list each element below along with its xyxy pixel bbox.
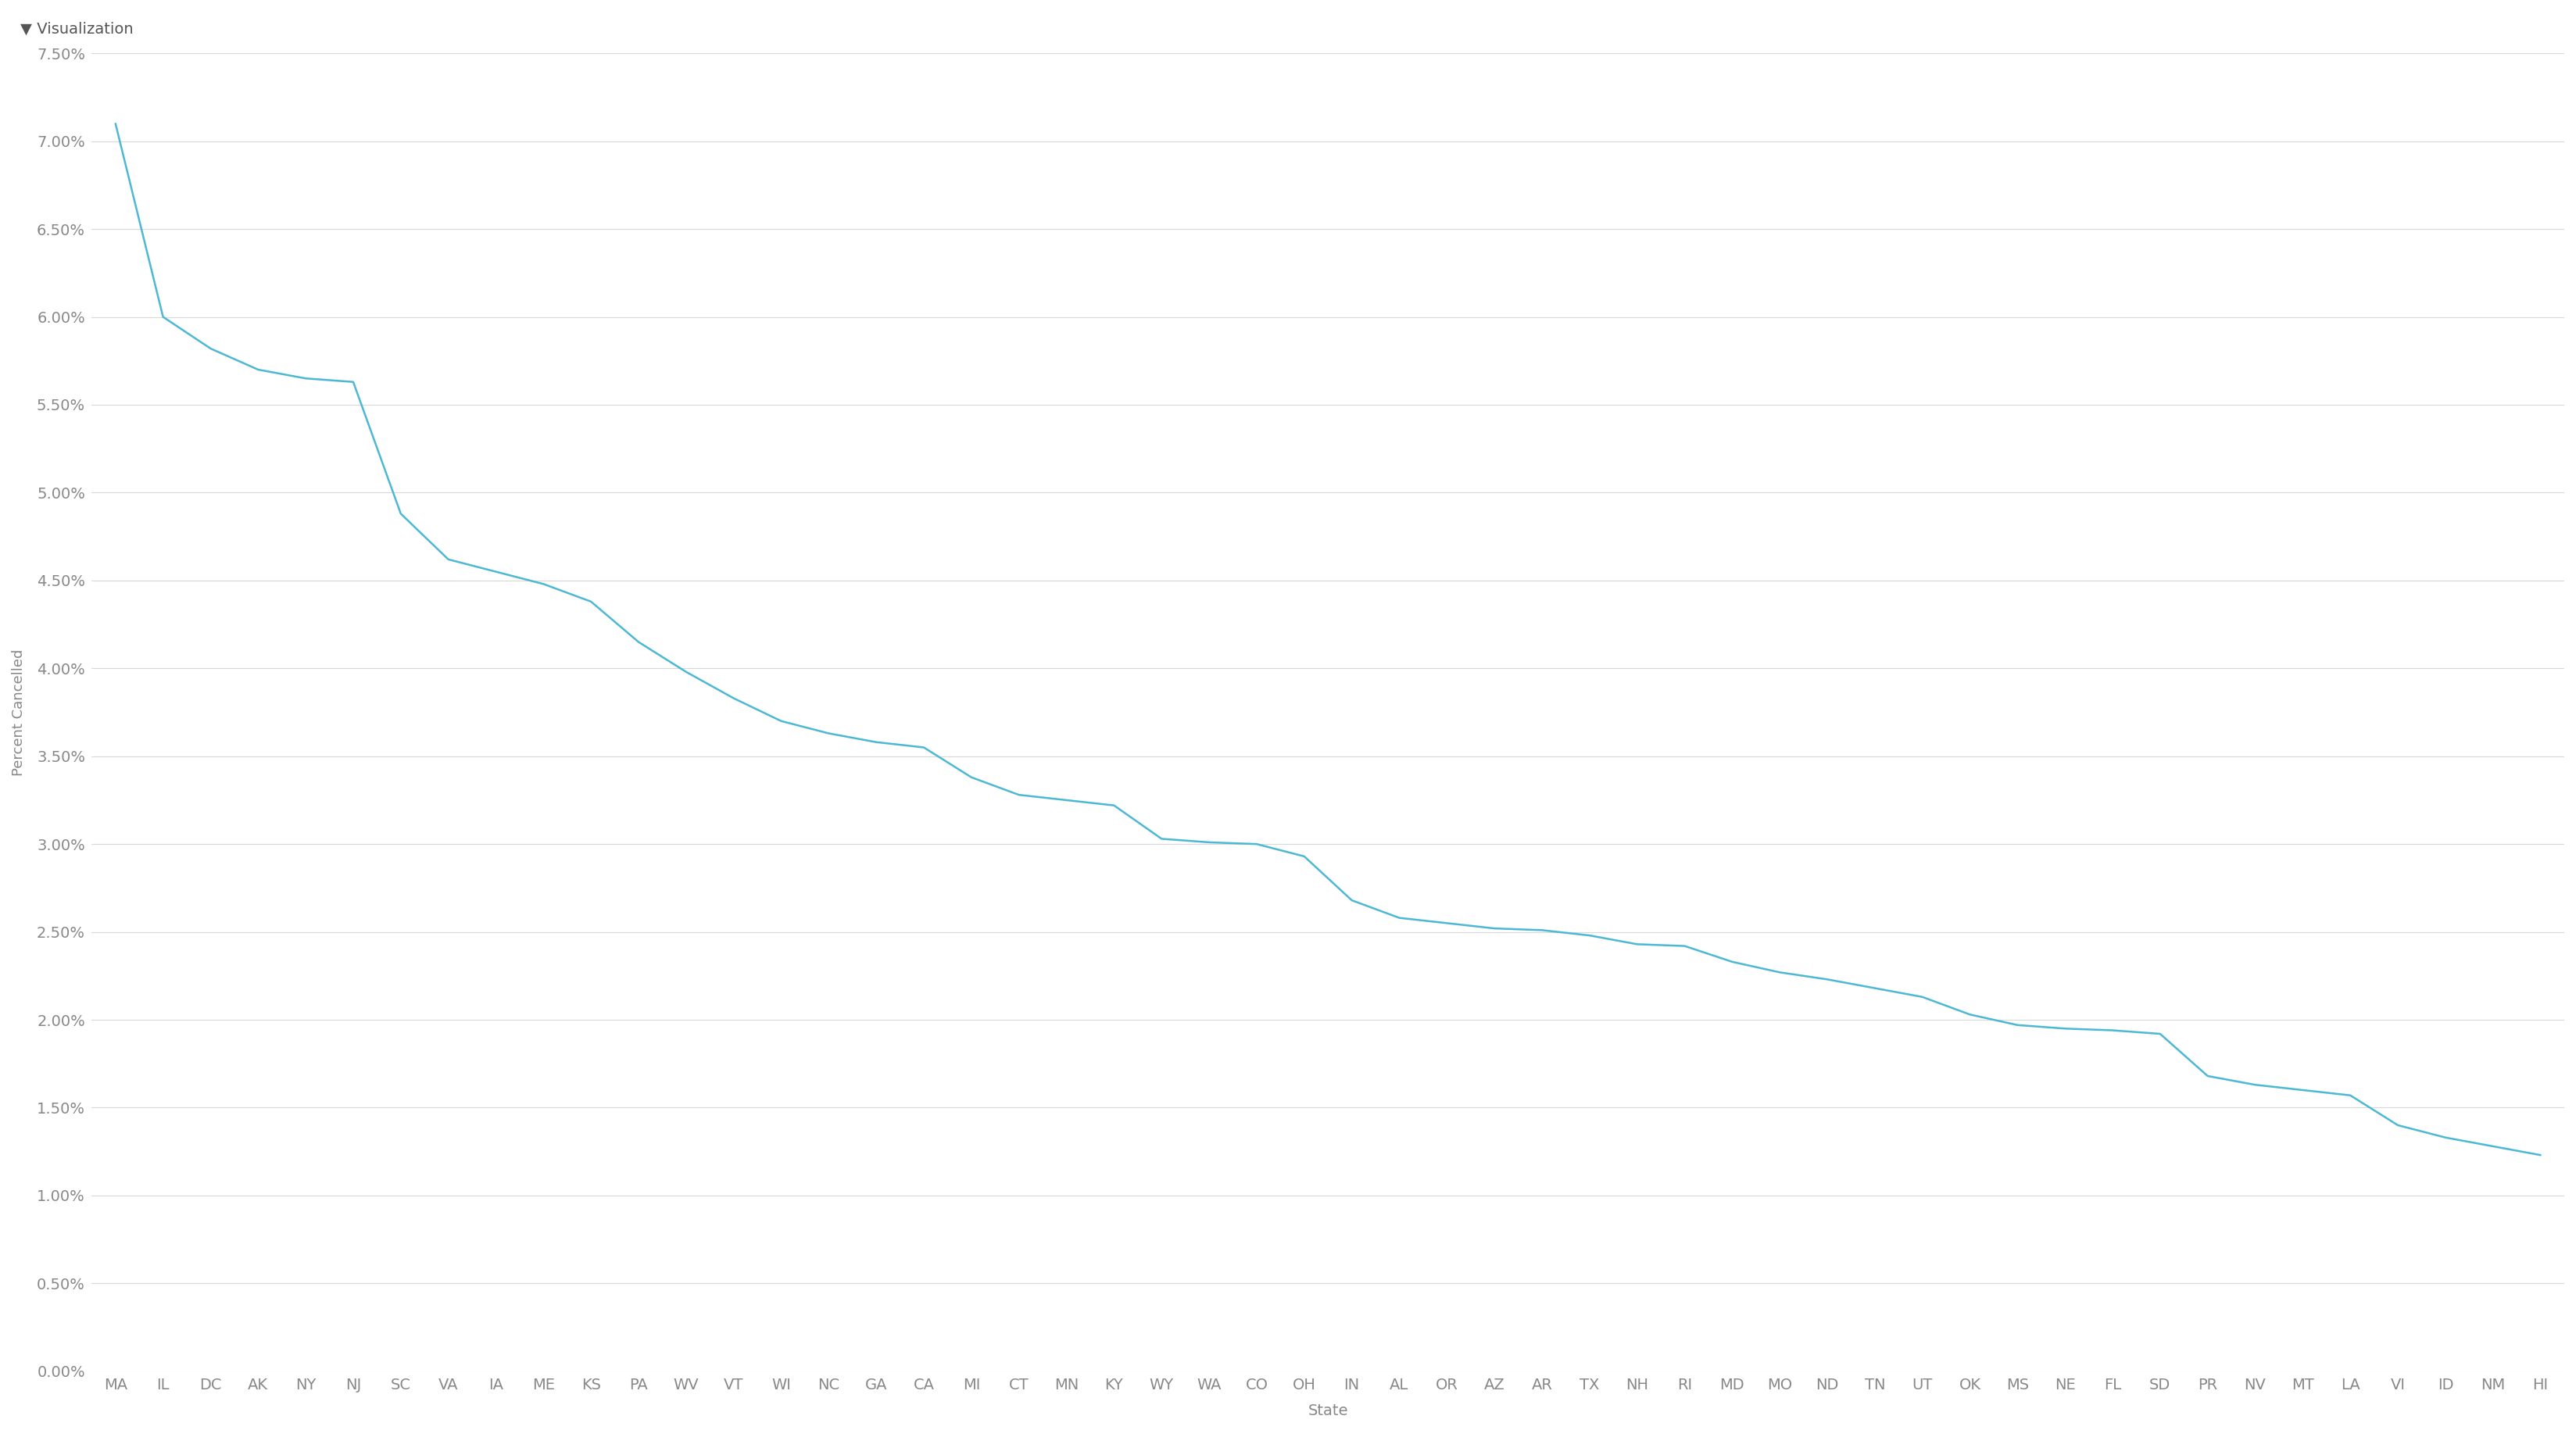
Text: ▼ Visualization: ▼ Visualization (21, 21, 134, 36)
Y-axis label: Percent Cancelled: Percent Cancelled (13, 649, 26, 775)
X-axis label: State: State (1309, 1403, 1347, 1419)
